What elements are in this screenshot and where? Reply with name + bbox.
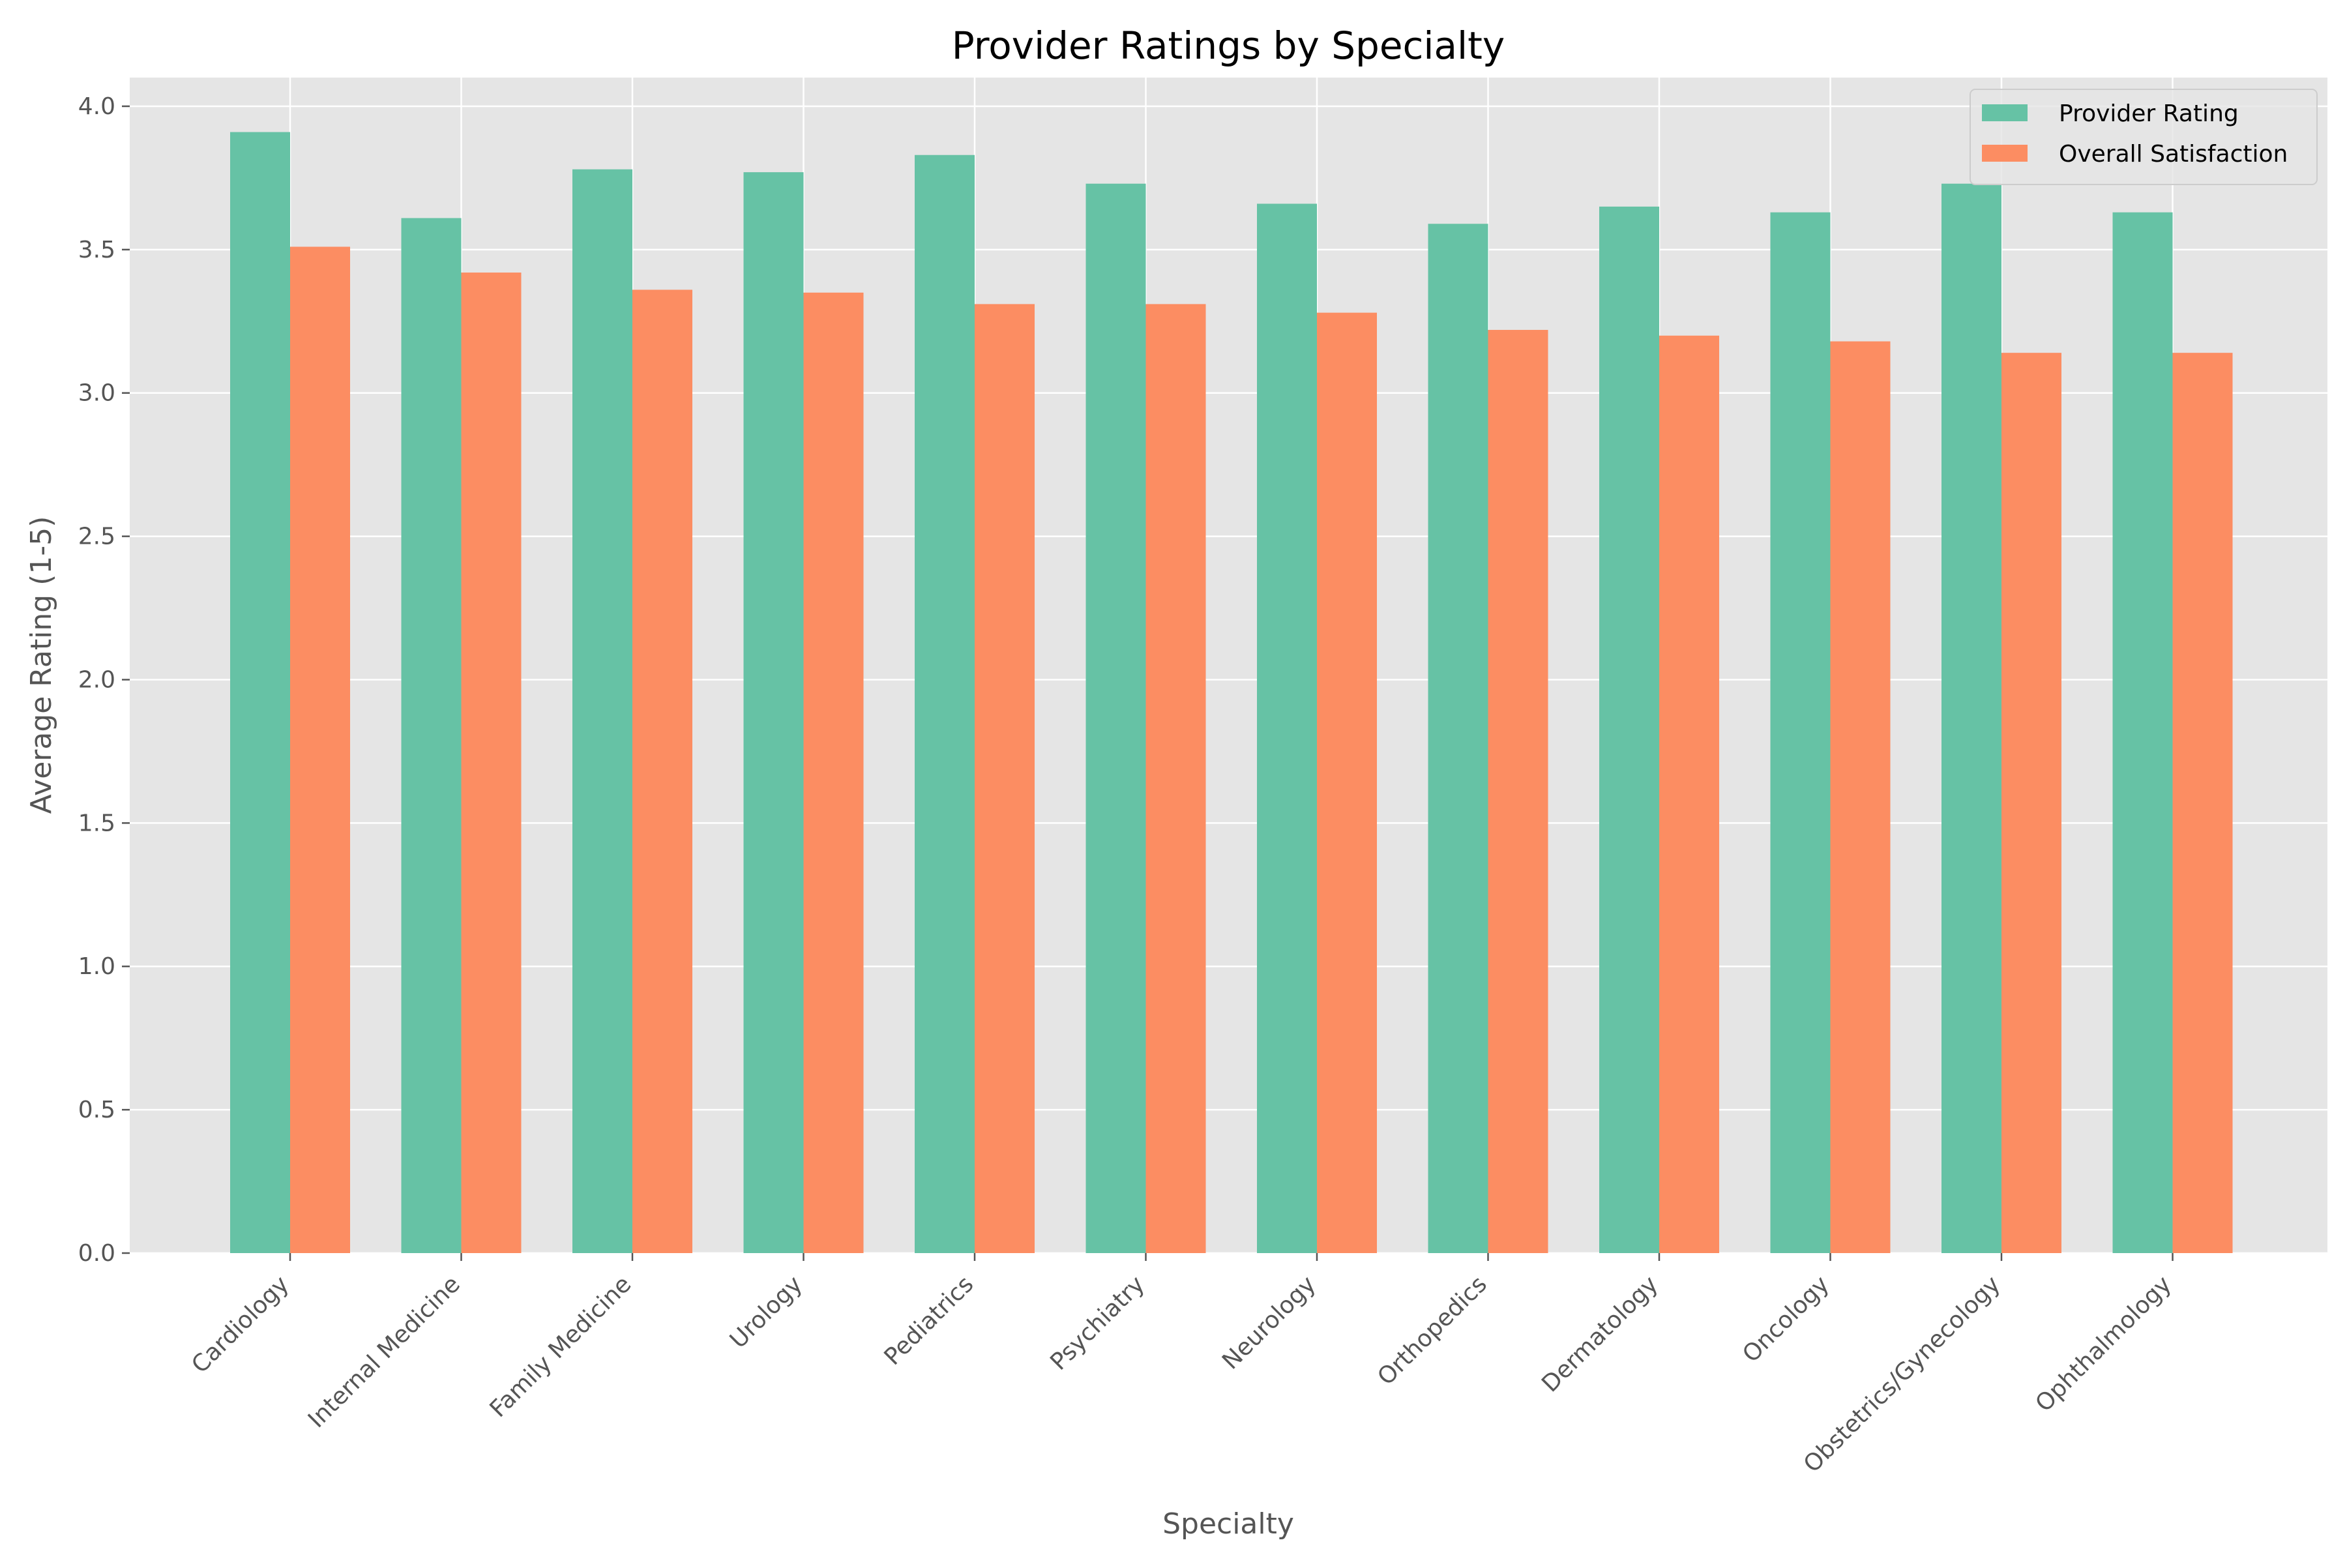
y-tick-label: 2.0 xyxy=(78,666,115,693)
x-tick-label: Obstetrics/Gynecology xyxy=(1799,1271,2005,1477)
bar-provider-rating xyxy=(1941,183,2001,1254)
bar-provider-rating xyxy=(1257,203,1317,1253)
x-tick-label: Dermatology xyxy=(1537,1271,1663,1397)
bar-overall-satisfaction xyxy=(461,273,522,1253)
legend-box xyxy=(1970,89,2318,185)
legend-swatch-overall-satisfaction xyxy=(1982,145,2028,162)
bar-overall-satisfaction xyxy=(2001,353,2061,1254)
y-tick-label: 1.0 xyxy=(78,953,115,980)
legend-label-overall-satisfaction: Overall Satisfaction xyxy=(2059,141,2288,168)
chart-title: Provider Ratings by Specialty xyxy=(952,23,1505,68)
bar-provider-rating xyxy=(1085,183,1146,1254)
bar-provider-rating xyxy=(1428,224,1488,1253)
bar-provider-rating xyxy=(572,169,632,1254)
bar-overall-satisfaction xyxy=(803,292,864,1253)
bar-overall-satisfaction xyxy=(975,304,1035,1253)
bar-overall-satisfaction xyxy=(1145,304,1206,1253)
bar-overall-satisfaction xyxy=(2172,353,2233,1254)
legend-label-provider-rating: Provider Rating xyxy=(2059,100,2239,127)
bar-overall-satisfaction xyxy=(1830,341,1891,1253)
x-tick-label: Orthopedics xyxy=(1372,1271,1492,1390)
bar-provider-rating xyxy=(230,132,290,1253)
bar-provider-rating xyxy=(743,172,804,1253)
y-axis-label: Average Rating (1-5) xyxy=(25,516,58,814)
bar-overall-satisfaction xyxy=(1659,335,1719,1253)
bar-provider-rating xyxy=(401,218,462,1254)
x-axis: Cardiology Internal Medicine Family Medici… xyxy=(186,1253,2177,1478)
x-tick-label: Family Medicine xyxy=(485,1271,637,1423)
x-tick-label: Internal Medicine xyxy=(303,1271,465,1433)
y-tick-label: 2.5 xyxy=(78,524,115,550)
bar-provider-rating xyxy=(1770,212,1831,1254)
x-tick-label: Urology xyxy=(725,1271,808,1354)
bar-provider-rating xyxy=(2112,212,2173,1254)
y-tick-label: 3.5 xyxy=(78,237,115,263)
bar-provider-rating xyxy=(1599,206,1659,1253)
y-tick-label: 0.0 xyxy=(78,1240,115,1267)
bar-overall-satisfaction xyxy=(1317,312,1377,1254)
y-tick-label: 4.0 xyxy=(78,93,115,120)
x-axis-label: Specialty xyxy=(1162,1507,1294,1541)
x-tick-label: Pediatrics xyxy=(879,1271,979,1370)
y-tick-label: 3.0 xyxy=(78,380,115,407)
bar-provider-rating xyxy=(915,155,975,1254)
y-tick-label: 0.5 xyxy=(78,1097,115,1123)
x-tick-label: Ophthalmology xyxy=(2031,1271,2177,1417)
bars-layer xyxy=(230,132,2233,1254)
bar-overall-satisfaction xyxy=(1488,329,1548,1253)
x-tick-label: Oncology xyxy=(1737,1271,1835,1368)
x-tick-label: Psychiatry xyxy=(1045,1271,1150,1376)
y-axis: 0.0 0.5 1.0 1.5 2.0 2.5 3.0 3.5 4.0 xyxy=(78,93,130,1267)
bar-overall-satisfaction xyxy=(632,289,692,1253)
x-tick-label: Cardiology xyxy=(186,1271,294,1378)
y-tick-label: 1.5 xyxy=(78,810,115,836)
legend: Provider Rating Overall Satisfaction xyxy=(1970,89,2318,185)
x-tick-label: Neurology xyxy=(1217,1271,1321,1374)
legend-swatch-provider-rating xyxy=(1982,104,2028,121)
bar-overall-satisfaction xyxy=(290,246,350,1254)
